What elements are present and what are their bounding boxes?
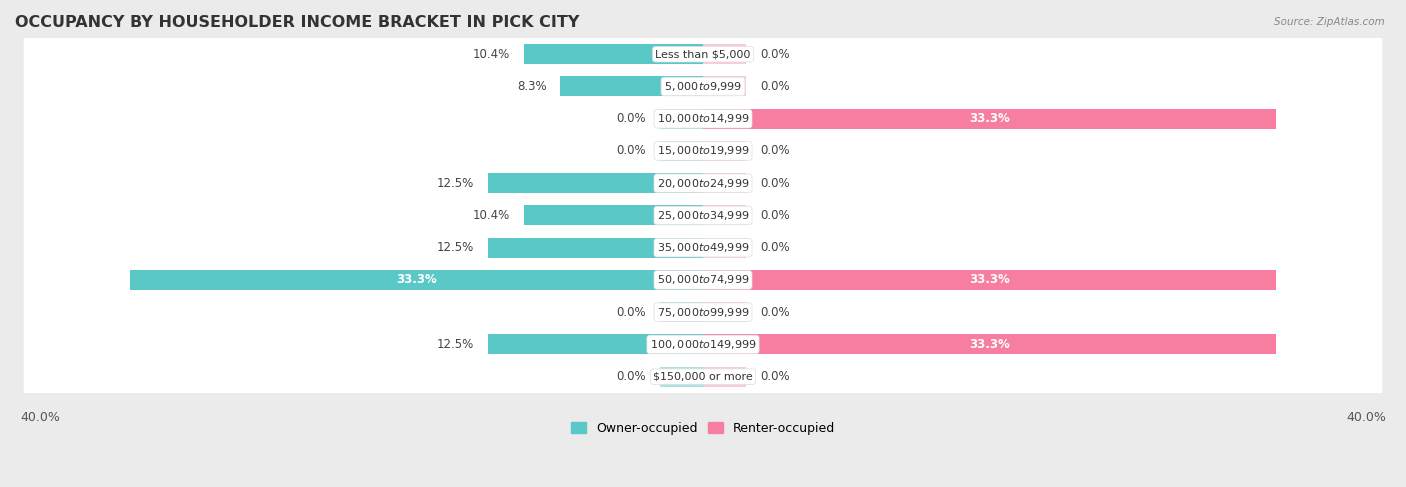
Text: 0.0%: 0.0% (759, 145, 789, 157)
Bar (703, 270, 1275, 290)
FancyBboxPatch shape (24, 64, 1382, 110)
Text: 0.0%: 0.0% (759, 177, 789, 190)
FancyBboxPatch shape (24, 160, 1382, 206)
Text: $150,000 or more: $150,000 or more (654, 372, 752, 382)
Text: $5,000 to $9,999: $5,000 to $9,999 (664, 80, 742, 93)
Text: 0.0%: 0.0% (617, 112, 647, 125)
Text: 0.0%: 0.0% (759, 48, 789, 61)
Bar (703, 302, 747, 322)
Text: 0.0%: 0.0% (759, 80, 789, 93)
Text: 33.3%: 33.3% (969, 112, 1010, 125)
Text: 33.3%: 33.3% (396, 273, 437, 286)
Bar (131, 270, 703, 290)
Bar (703, 206, 747, 225)
Bar (703, 44, 747, 64)
Bar (659, 302, 703, 322)
Bar (488, 173, 703, 193)
Text: 10.4%: 10.4% (472, 48, 510, 61)
Text: 12.5%: 12.5% (437, 338, 474, 351)
Text: $35,000 to $49,999: $35,000 to $49,999 (657, 241, 749, 254)
Text: OCCUPANCY BY HOUSEHOLDER INCOME BRACKET IN PICK CITY: OCCUPANCY BY HOUSEHOLDER INCOME BRACKET … (15, 15, 579, 30)
Bar (703, 141, 747, 161)
Text: 10.4%: 10.4% (472, 209, 510, 222)
Bar (703, 335, 1275, 355)
FancyBboxPatch shape (24, 225, 1382, 271)
Bar (524, 44, 703, 64)
FancyBboxPatch shape (24, 321, 1382, 367)
FancyBboxPatch shape (24, 128, 1382, 174)
Bar (703, 109, 1275, 129)
Legend: Owner-occupied, Renter-occupied: Owner-occupied, Renter-occupied (567, 417, 839, 440)
Text: 8.3%: 8.3% (517, 80, 547, 93)
Bar (703, 173, 747, 193)
Bar (488, 238, 703, 258)
FancyBboxPatch shape (24, 192, 1382, 238)
Bar (524, 206, 703, 225)
Text: 33.3%: 33.3% (969, 338, 1010, 351)
Bar (560, 76, 703, 96)
FancyBboxPatch shape (24, 257, 1382, 303)
Text: $100,000 to $149,999: $100,000 to $149,999 (650, 338, 756, 351)
Text: 0.0%: 0.0% (617, 370, 647, 383)
Text: $20,000 to $24,999: $20,000 to $24,999 (657, 177, 749, 190)
Text: Source: ZipAtlas.com: Source: ZipAtlas.com (1274, 17, 1385, 27)
Text: $50,000 to $74,999: $50,000 to $74,999 (657, 273, 749, 286)
Bar (703, 76, 747, 96)
Text: 33.3%: 33.3% (969, 273, 1010, 286)
Bar (659, 367, 703, 387)
Text: 0.0%: 0.0% (617, 145, 647, 157)
FancyBboxPatch shape (24, 354, 1382, 399)
Bar (659, 109, 703, 129)
Text: 40.0%: 40.0% (1346, 411, 1386, 424)
Text: 0.0%: 0.0% (617, 306, 647, 318)
Text: 0.0%: 0.0% (759, 209, 789, 222)
FancyBboxPatch shape (24, 96, 1382, 142)
FancyBboxPatch shape (24, 289, 1382, 335)
Bar (659, 141, 703, 161)
Text: 0.0%: 0.0% (759, 306, 789, 318)
Text: 0.0%: 0.0% (759, 370, 789, 383)
Text: 0.0%: 0.0% (759, 241, 789, 254)
Text: $15,000 to $19,999: $15,000 to $19,999 (657, 145, 749, 157)
Text: $75,000 to $99,999: $75,000 to $99,999 (657, 306, 749, 318)
Text: 12.5%: 12.5% (437, 177, 474, 190)
Bar (703, 238, 747, 258)
Text: 12.5%: 12.5% (437, 241, 474, 254)
Bar (488, 335, 703, 355)
Text: 40.0%: 40.0% (20, 411, 60, 424)
FancyBboxPatch shape (24, 31, 1382, 77)
Text: Less than $5,000: Less than $5,000 (655, 49, 751, 59)
Text: $10,000 to $14,999: $10,000 to $14,999 (657, 112, 749, 125)
Text: $25,000 to $34,999: $25,000 to $34,999 (657, 209, 749, 222)
Bar (703, 367, 747, 387)
